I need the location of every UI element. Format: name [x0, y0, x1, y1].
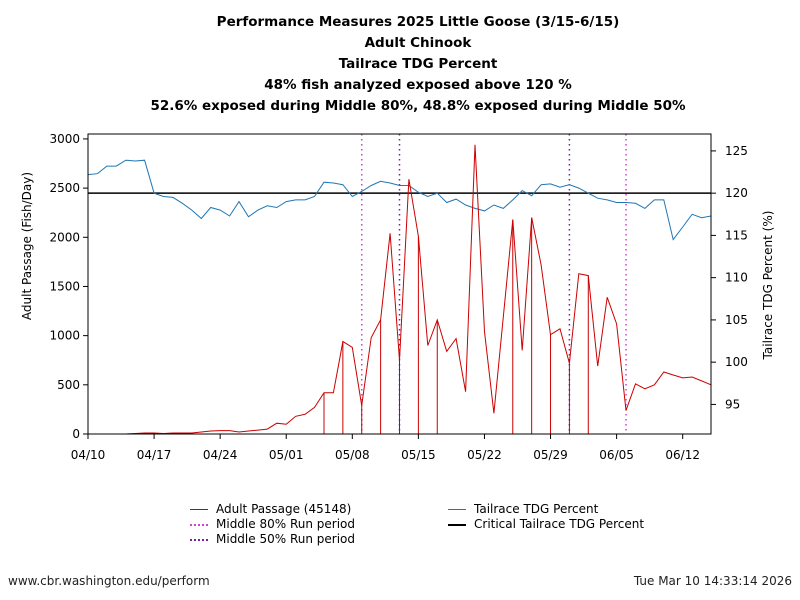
y-axis-label-left: Adult Passage (Fish/Day)	[20, 172, 34, 320]
x-tick-label: 05/29	[533, 448, 568, 462]
x-tick-label: 04/24	[203, 448, 238, 462]
y-tick-label-left: 0	[72, 427, 80, 441]
y-tick-label-right: 110	[725, 271, 748, 285]
chart-title: Performance Measures 2025 Little Goose (…	[0, 12, 800, 117]
subtitle-species: Adult Chinook	[364, 35, 472, 51]
x-tick-label: 05/01	[269, 448, 304, 462]
x-tick-label: 04/10	[71, 448, 106, 462]
passage-series-line	[88, 144, 712, 435]
y-tick-label-right: 115	[725, 228, 748, 242]
y-tick-label-right: 120	[725, 186, 748, 200]
footer-url[interactable]: www.cbr.washington.edu/perform	[8, 574, 210, 588]
subtitle-exposure: 48% fish analyzed exposed above 120 %	[264, 77, 572, 93]
x-tick-label: 05/08	[335, 448, 370, 462]
title-line: Performance Measures 2025 Little Goose (…	[216, 14, 620, 30]
plot-frame	[87, 133, 712, 435]
x-tick-label: 06/05	[599, 448, 634, 462]
y-tick-label-right: 125	[725, 144, 748, 158]
y-tick-label-left: 3000	[49, 132, 80, 146]
footer-timestamp: Tue Mar 10 14:33:14 2026	[633, 574, 792, 588]
tdg-series-line	[87, 159, 712, 241]
y-axis-label-right: Tailrace TDG Percent (%)	[761, 211, 775, 361]
axes: 0 500 1000 1500 2000 2500 3000 95 100 105 110 115 12…	[49, 132, 747, 462]
y-tick-label-left: 2000	[49, 230, 80, 244]
x-tick-label: 05/22	[467, 448, 502, 462]
plot-area	[87, 134, 712, 435]
y-tick-label-left: 2500	[49, 181, 80, 195]
x-tick-label: 05/15	[401, 448, 436, 462]
subtitle-measure: Tailrace TDG Percent	[338, 56, 498, 72]
x-tick-label: 04/17	[137, 448, 172, 462]
y-tick-label-right: 95	[725, 397, 740, 411]
x-tick-label: 06/12	[665, 448, 700, 462]
subtitle-middle-periods: 52.6% exposed during Middle 80%, 48.8% e…	[150, 98, 686, 114]
y-tick-label-left: 500	[57, 378, 80, 392]
y-tick-label-right: 100	[725, 355, 748, 369]
y-tick-label-right: 105	[725, 313, 748, 327]
y-tick-label-left: 1500	[49, 279, 80, 293]
y-tick-label-left: 1000	[49, 329, 80, 343]
